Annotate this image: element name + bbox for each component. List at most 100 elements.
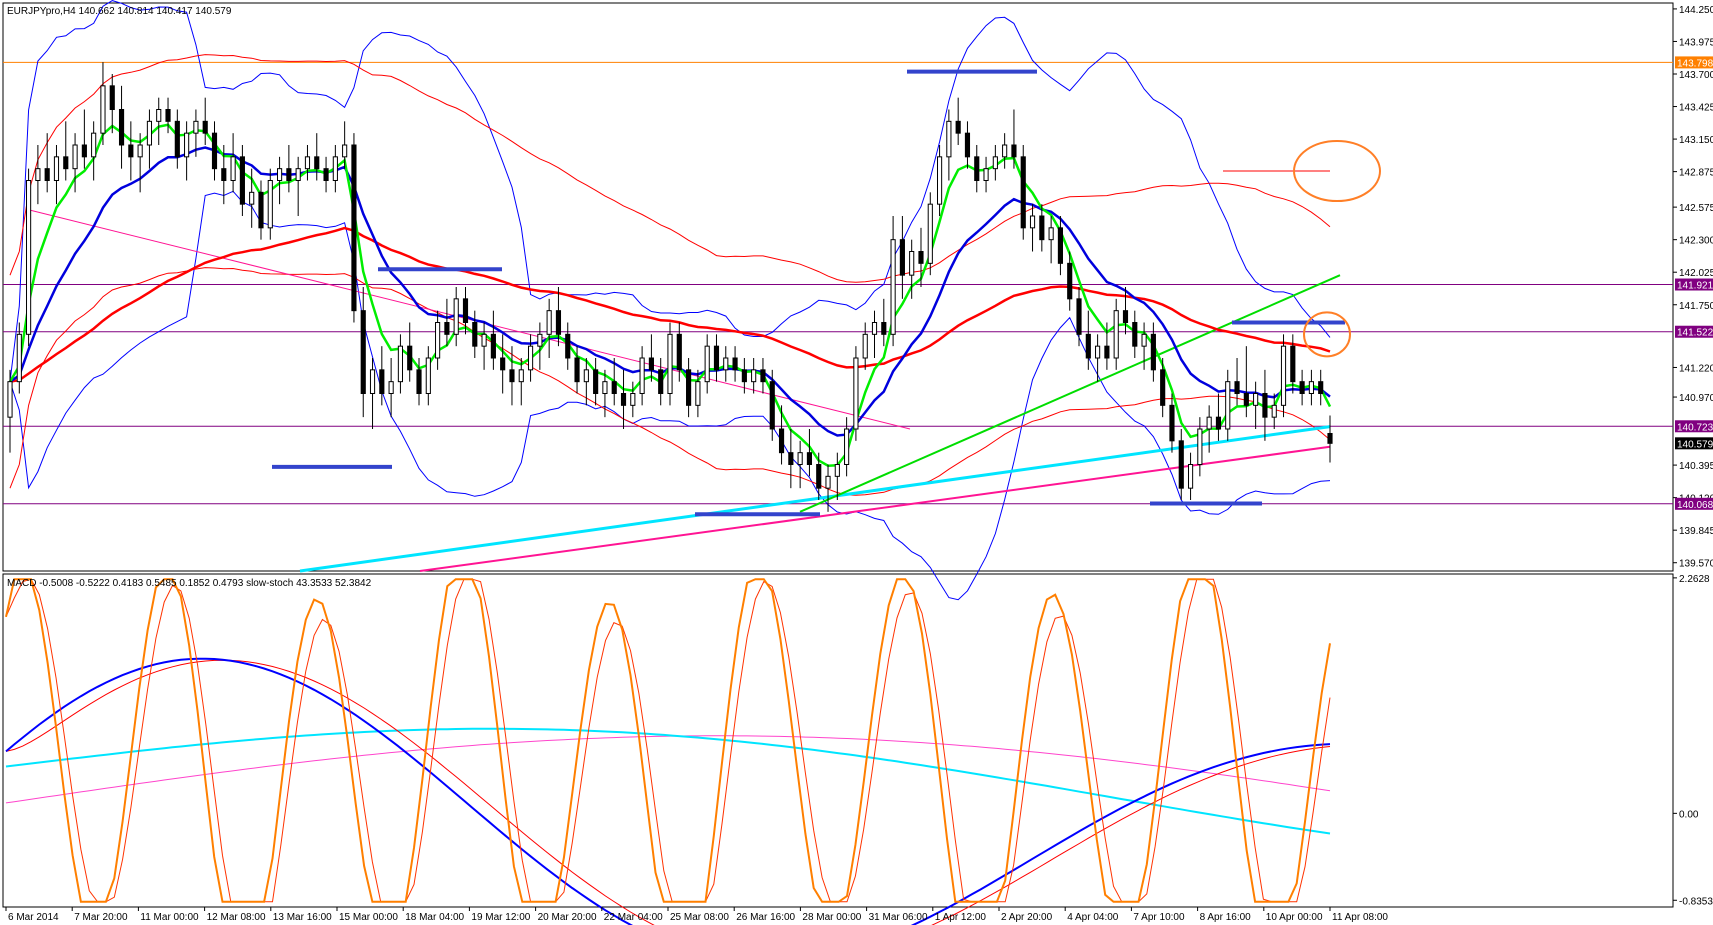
- candle-body: [332, 156, 338, 181]
- price-tick-label: 140.970: [1679, 393, 1713, 404]
- price-tick-label: 143.150: [1679, 135, 1713, 146]
- time-tick-label: 22 Mar 04:00: [604, 912, 663, 923]
- price-level-badge: [1675, 278, 1713, 291]
- candle-body: [574, 357, 580, 383]
- price-tick-label: 141.220: [1679, 363, 1713, 374]
- candle-body: [277, 168, 283, 182]
- candle-body: [723, 357, 729, 371]
- bollinger-upper: [9, 0, 1331, 382]
- candle-body: [249, 191, 255, 205]
- price-tick-label: 143.425: [1679, 103, 1713, 114]
- candle-body: [881, 322, 887, 335]
- candle-body: [1095, 345, 1101, 359]
- candle-body: [1206, 416, 1212, 430]
- time-tick-label: 19 Mar 12:00: [471, 912, 530, 923]
- candle-body: [230, 156, 236, 181]
- candle-body: [899, 239, 905, 276]
- candle-body: [992, 156, 998, 170]
- time-tick-label: 8 Apr 16:00: [1200, 912, 1252, 923]
- candle-body: [555, 310, 562, 335]
- candle-body: [100, 85, 106, 134]
- candle-body: [323, 168, 329, 182]
- time-tick-label: 15 Mar 00:00: [339, 912, 398, 923]
- oscillators: [5, 578, 1331, 925]
- candle-body: [1225, 381, 1231, 430]
- candle-body: [128, 144, 134, 158]
- candle-body: [379, 369, 385, 395]
- candle-body: [1132, 322, 1138, 347]
- candle-body: [258, 191, 264, 229]
- time-tick-label: 7 Apr 10:00: [1133, 912, 1185, 923]
- candle-body: [713, 345, 720, 371]
- axes: 144.250 143.975 143.700 143.425 143.150 142.8…: [5, 5, 1713, 923]
- candle-body: [63, 156, 69, 170]
- candle-body: [184, 132, 190, 158]
- annotations: [272, 69, 1381, 517]
- price-level-badge: [1675, 437, 1713, 450]
- candle-body: [304, 156, 311, 170]
- candle-body: [202, 120, 208, 134]
- candle-body: [834, 464, 840, 477]
- candle-body: [388, 381, 394, 394]
- sub-header: MACD -0.5008 -0.5222 0.4183 0.5485 0.185…: [7, 578, 372, 589]
- candle-body: [16, 333, 22, 383]
- candle-body: [425, 357, 431, 394]
- candle-body: [211, 132, 218, 170]
- candle-body: [397, 345, 403, 383]
- candle-body: [686, 369, 692, 406]
- price-level-badge: [1675, 56, 1713, 69]
- time-tick-label: 11 Apr 08:00: [1332, 912, 1388, 923]
- candles: [7, 62, 1333, 512]
- candle-body: [937, 156, 943, 205]
- candle-body: [1076, 298, 1082, 335]
- time-tick-label: 18 Mar 04:00: [405, 912, 464, 923]
- stoch-line: [5, 578, 1331, 903]
- candle-body: [741, 369, 747, 383]
- candle-body: [118, 109, 125, 146]
- candle-body: [593, 369, 599, 395]
- candle-body: [1020, 156, 1026, 229]
- candle-body: [816, 464, 822, 489]
- candle-body: [890, 239, 896, 335]
- candle-body: [769, 381, 775, 430]
- candle-body: [788, 452, 794, 465]
- candle-body: [1039, 215, 1045, 241]
- candle-body: [1178, 440, 1184, 489]
- candle-body: [565, 333, 571, 359]
- candle-body: [165, 109, 171, 122]
- price-tick-label: 142.025: [1679, 268, 1713, 279]
- candle-body: [7, 381, 13, 418]
- candle-body: [955, 120, 961, 134]
- price-tick-label: 143.975: [1679, 37, 1713, 48]
- time-tick-label: 31 Mar 06:00: [869, 912, 928, 923]
- candle-body: [109, 85, 115, 111]
- time-tick-label: 7 Mar 20:00: [74, 912, 128, 923]
- stoch-signal: [5, 578, 1331, 903]
- candle-body: [1234, 381, 1240, 394]
- candle-body: [193, 120, 199, 134]
- candle-body: [53, 156, 60, 181]
- price-level-label: 140.068: [1677, 500, 1713, 511]
- candle-body: [360, 310, 366, 394]
- candle-body: [667, 333, 673, 395]
- price-tick-label: 140.395: [1679, 461, 1713, 472]
- candle-body: [797, 452, 803, 465]
- candle-body: [918, 251, 924, 264]
- price-tick-label: 139.845: [1679, 526, 1713, 537]
- price-tick-label: 139.570: [1679, 559, 1713, 570]
- trendline-green: [799, 274, 1341, 513]
- indicator-lines: [3, 0, 1673, 601]
- candle-body: [1160, 369, 1166, 406]
- candle-body: [620, 393, 627, 406]
- price-tick-label: 143.700: [1679, 70, 1713, 81]
- candle-body: [806, 452, 813, 465]
- candle-body: [658, 369, 664, 395]
- candle-body: [695, 381, 701, 406]
- candle-body: [1215, 416, 1222, 430]
- candle-body: [416, 369, 422, 395]
- candle-body: [751, 369, 757, 383]
- candle-body: [221, 168, 227, 182]
- time-tick-label: 13 Mar 16:00: [273, 912, 332, 923]
- candle-body: [583, 369, 589, 383]
